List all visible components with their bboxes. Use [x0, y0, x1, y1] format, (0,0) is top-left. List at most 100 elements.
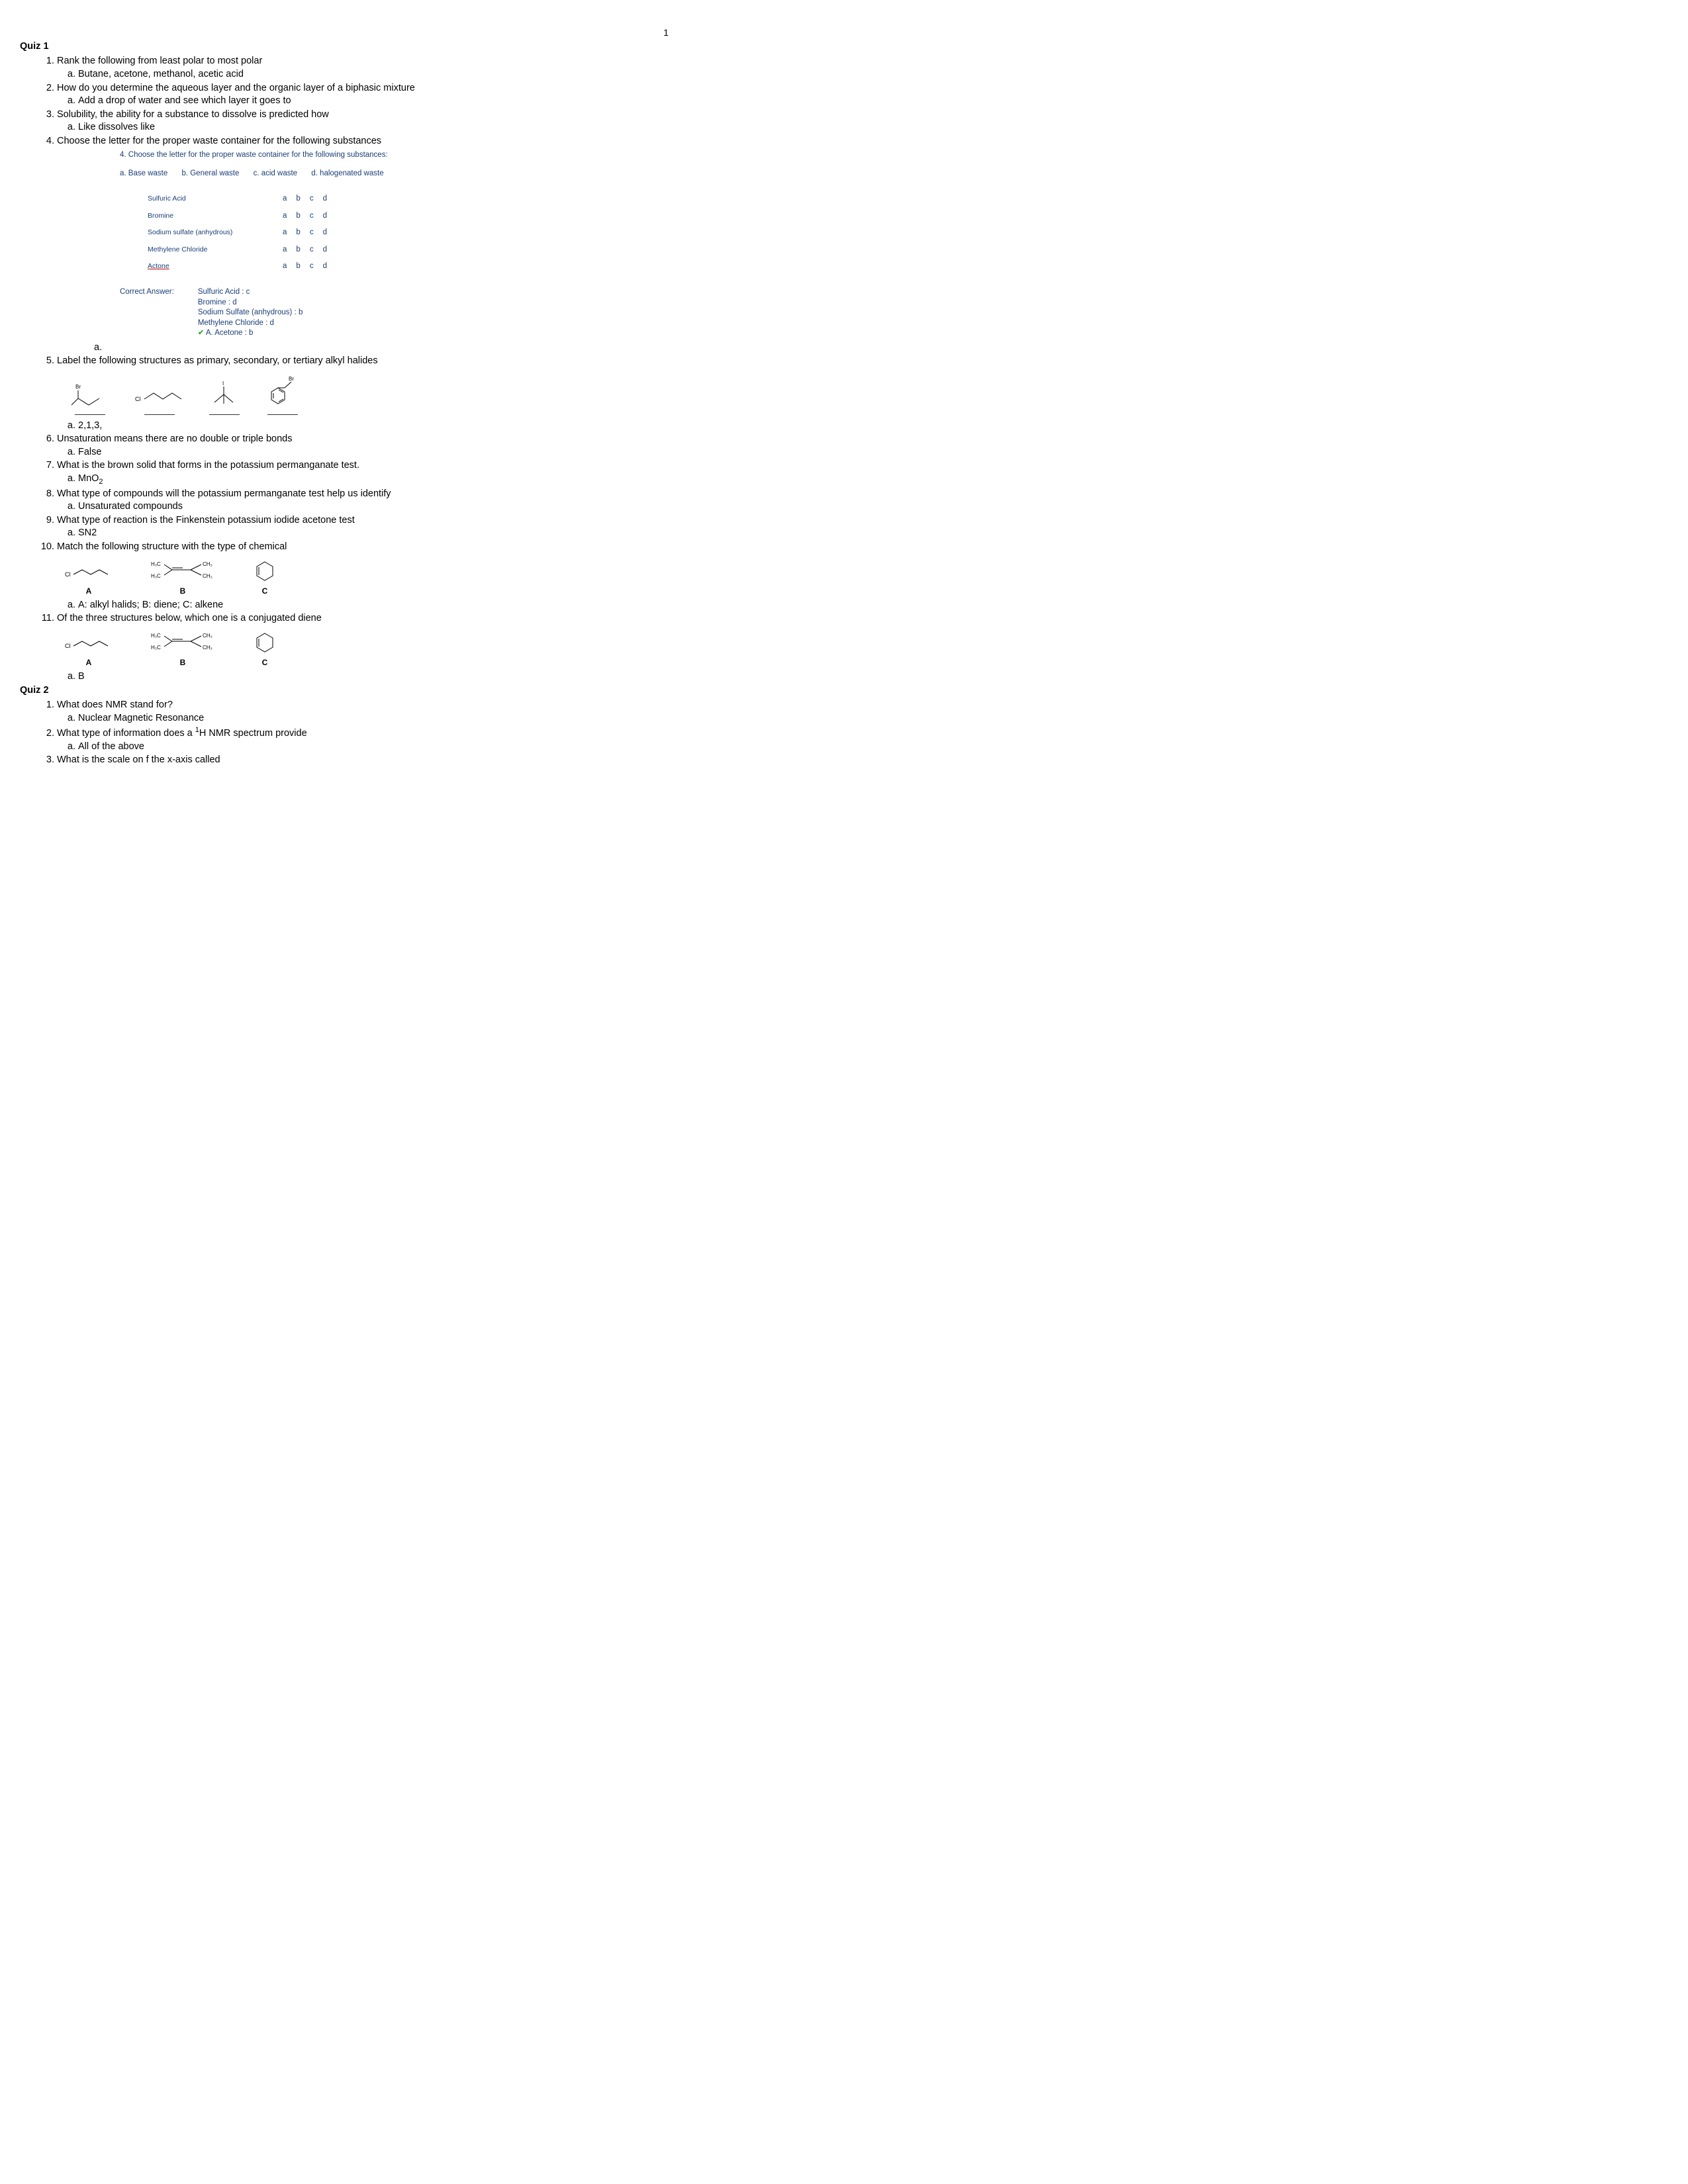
mol-A2: Cl A	[65, 636, 113, 668]
svg-text:Cl: Cl	[65, 571, 71, 578]
quiz1-list: Rank the following from least polar to m…	[41, 55, 669, 683]
quiz2-heading: Quiz 2	[20, 684, 669, 698]
label-C2: C	[253, 657, 277, 668]
q2-2-text: What type of information does a 1H NMR s…	[57, 728, 307, 739]
q10-a: A: alkyl halids; B: diene; C: alkene	[78, 599, 669, 612]
q8-a: Unsaturated compounds	[78, 500, 669, 514]
waste-fig-title: 4. Choose the letter for the proper wast…	[120, 150, 491, 161]
waste-opt-a: a. Base waste	[120, 169, 167, 177]
label-C: C	[253, 586, 277, 596]
waste-r5: Actone	[148, 258, 283, 275]
waste-ans-1: Sulfuric Acid : c	[198, 287, 303, 298]
label-B: B	[151, 586, 214, 596]
waste-ans-5-text: A. Acetone : b	[206, 329, 254, 337]
mol-B2: H₃C H₃C CH₃ CH₃ B	[151, 631, 214, 668]
waste-figure: 4. Choose the letter for the proper wast…	[120, 150, 491, 338]
q7-text: What is the brown solid that forms in th…	[57, 460, 359, 471]
waste-ans-4: Methylene Chloride : d	[198, 318, 303, 329]
q1-text: Rank the following from least polar to m…	[57, 56, 262, 66]
check-icon: ✔	[198, 328, 206, 339]
svg-text:CH₃: CH₃	[203, 633, 212, 639]
q3: Solubility, the ability for a substance …	[57, 109, 669, 134]
mol-C: C	[253, 559, 277, 596]
mol-2: Cl	[135, 383, 184, 416]
mol-4: Br	[265, 375, 301, 416]
svg-text:Br: Br	[289, 376, 294, 382]
q6-text: Unsaturation means there are no double o…	[57, 433, 292, 444]
svg-text:H₃C: H₃C	[151, 645, 161, 651]
svg-text:H₃C: H₃C	[151, 573, 161, 579]
q5-text: Label the following structures as primar…	[57, 355, 378, 366]
q1: Rank the following from least polar to m…	[57, 55, 669, 81]
waste-r3: Sodium sulfate (anhydrous)	[148, 224, 283, 242]
waste-r1: Sulfuric Acid	[148, 191, 283, 208]
q11-a: B	[78, 670, 669, 684]
mol-C2: C	[253, 631, 277, 668]
q3-a: Like dissolves like	[78, 121, 669, 134]
waste-opt-d: d. halogenated waste	[311, 169, 383, 177]
waste-correct-label: Correct Answer:	[120, 287, 174, 339]
q3-text: Solubility, the ability for a substance …	[57, 109, 329, 120]
waste-ans-3: Sodium Sulfate (anhydrous) : b	[198, 308, 303, 318]
q2-1: What does NMR stand for? Nuclear Magneti…	[57, 699, 669, 725]
q8-text: What type of compounds will the potassiu…	[57, 488, 391, 499]
svg-text:H₃C: H₃C	[151, 561, 161, 567]
waste-r2: Bromine	[148, 208, 283, 225]
waste-r4: Methylene Chloride	[148, 242, 283, 259]
mol-3: I	[209, 380, 240, 416]
q10-structures: Cl A H₃C H₃C CH₃ CH₃ B C	[65, 559, 669, 596]
q5: Label the following structures as primar…	[57, 355, 669, 432]
q2-3: What is the scale on f the x-axis called	[57, 754, 669, 767]
mol-1: Br	[70, 383, 110, 416]
q2-2-a: All of the above	[78, 741, 669, 754]
label-B2: B	[151, 657, 214, 668]
waste-table: Sulfuric Acidabcd Bromineabcd Sodium sul…	[148, 191, 336, 275]
waste-ans-5: ✔A. Acetone : b	[198, 328, 303, 339]
q9-a: SN2	[78, 527, 669, 540]
quiz2-list: What does NMR stand for? Nuclear Magneti…	[41, 699, 669, 767]
svg-text:H₃C: H₃C	[151, 633, 161, 639]
br-label: Br	[75, 384, 81, 390]
cl-label: Cl	[135, 396, 141, 402]
mol-B: H₃C H₃C CH₃ CH₃ B	[151, 559, 214, 596]
waste-ans-2: Bromine : d	[198, 298, 303, 308]
q7-a: MnO2	[78, 473, 669, 487]
q2-a: Add a drop of water and see which layer …	[78, 95, 669, 108]
q4-text: Choose the letter for the proper waste c…	[57, 136, 381, 146]
waste-opt-c: c. acid waste	[254, 169, 297, 177]
svg-text:CH₃: CH₃	[203, 573, 212, 579]
waste-fig-options: a. Base waste b. General waste c. acid w…	[120, 169, 491, 179]
q9-text: What type of reaction is the Finkenstein…	[57, 515, 355, 525]
q1-a: Butane, acetone, methanol, acetic acid	[78, 68, 669, 81]
waste-correct: Correct Answer: Sulfuric Acid : c Bromin…	[120, 287, 491, 339]
q2-text: How do you determine the aqueous layer a…	[57, 83, 415, 93]
q11-structures: Cl A H₃C H₃C CH₃ CH₃ B C	[65, 631, 669, 668]
q2-2: What type of information does a 1H NMR s…	[57, 725, 669, 753]
q8: What type of compounds will the potassiu…	[57, 488, 669, 514]
q7: What is the brown solid that forms in th…	[57, 459, 669, 486]
quiz1-heading: Quiz 1	[20, 40, 669, 54]
q9: What type of reaction is the Finkenstein…	[57, 514, 669, 540]
q10-text: Match the following structure with the t…	[57, 541, 287, 552]
q11: Of the three structures below, which one…	[57, 612, 669, 683]
q4: Choose the letter for the proper waste c…	[57, 135, 669, 354]
svg-text:I: I	[222, 381, 224, 387]
svg-text:CH₃: CH₃	[203, 645, 212, 651]
mol-A: Cl A	[65, 565, 113, 596]
q5-a: 2,1,3,	[78, 420, 669, 433]
label-A2: A	[65, 657, 113, 668]
svg-text:Cl: Cl	[65, 643, 71, 649]
waste-opt-b: b. General waste	[181, 169, 239, 177]
q2: How do you determine the aqueous layer a…	[57, 82, 669, 108]
q2-1-a: Nuclear Magnetic Resonance	[78, 712, 669, 725]
q11-text: Of the three structures below, which one…	[57, 613, 322, 623]
q2-3-text: What is the scale on f the x-axis called	[57, 754, 220, 765]
label-A: A	[65, 586, 113, 596]
svg-text:CH₃: CH₃	[203, 561, 212, 567]
q6: Unsaturation means there are no double o…	[57, 433, 669, 459]
q4-a-marker: a.	[94, 341, 102, 355]
page-number: 1	[20, 26, 669, 39]
q10: Match the following structure with the t…	[57, 541, 669, 612]
q5-structures: Br Cl I B	[70, 375, 669, 416]
q2-1-text: What does NMR stand for?	[57, 700, 173, 710]
